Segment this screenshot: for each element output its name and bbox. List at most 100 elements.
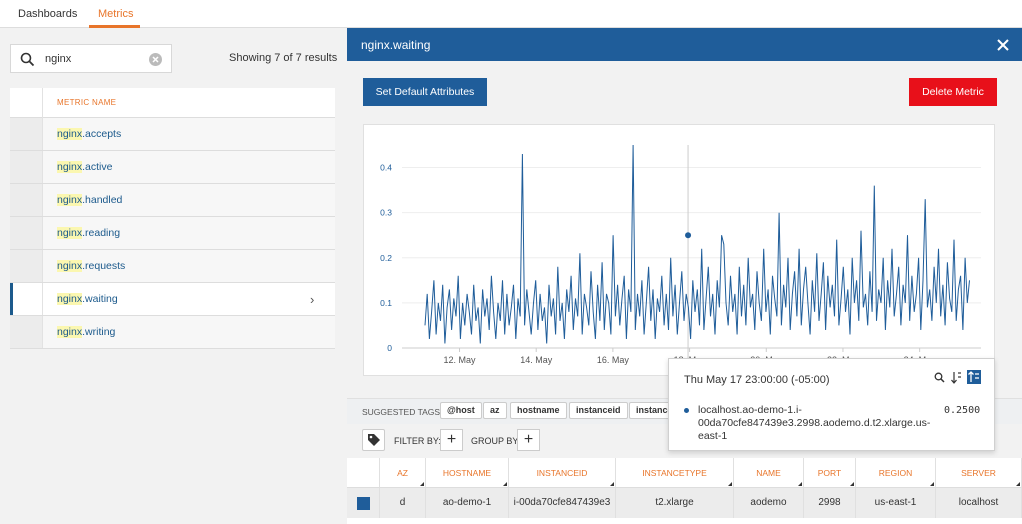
series-color-swatch[interactable] xyxy=(357,497,370,510)
column-header-instanceid[interactable]: INSTANCEID xyxy=(509,458,616,488)
results-count: Showing 7 of 7 results xyxy=(229,52,338,64)
add-group-button[interactable]: + xyxy=(517,429,540,451)
metric-row[interactable]: nginx.accepts xyxy=(10,118,335,151)
tag-chip-az[interactable]: az xyxy=(483,402,507,419)
table-cell-port: 2998 xyxy=(804,488,856,518)
detail-title: nginx.waiting xyxy=(361,38,431,52)
metric-list-panel: nginx Showing 7 of 7 results METRIC NAME… xyxy=(0,29,347,524)
table-cell-instanceid: i-00da70cfe847439e3 xyxy=(509,488,616,518)
tag-chip-host[interactable]: @host xyxy=(440,402,482,419)
metric-row-gutter xyxy=(10,151,43,183)
zoom-icon[interactable] xyxy=(934,372,945,383)
series-line[interactable] xyxy=(424,144,970,344)
metric-table: METRIC NAME nginx.accepts nginx.active ngi… xyxy=(10,88,335,349)
tooltip-series-value: 0.2500 xyxy=(944,405,981,416)
source-table: AZ HOSTNAME INSTANCEID INSTANCETYPE NAME… xyxy=(347,458,1022,524)
metric-name[interactable]: nginx.requests xyxy=(57,260,125,272)
search-match-highlight: nginx xyxy=(57,260,83,272)
sort-descending-icon[interactable] xyxy=(967,370,981,384)
search-input[interactable]: nginx xyxy=(10,44,172,73)
metric-name-suffix: .handled xyxy=(82,194,123,206)
x-tick-label: 12. May xyxy=(444,355,477,365)
tab-metrics[interactable]: Metrics xyxy=(98,8,134,20)
metric-name-suffix: .active xyxy=(82,161,113,173)
tooltip-date: Thu May 17 23:00:00 (-05:00) xyxy=(684,374,830,386)
column-header-az[interactable]: AZ xyxy=(380,458,426,488)
column-header-port[interactable]: PORT xyxy=(804,458,856,488)
y-tick-label: 0.4 xyxy=(380,163,392,173)
x-tick-label: 16. May xyxy=(597,355,630,365)
clear-search-icon[interactable] xyxy=(149,53,162,66)
table-cell-hostname: ao-demo-1 xyxy=(426,488,509,518)
table-cell-name: aodemo xyxy=(734,488,804,518)
metric-name[interactable]: nginx.reading xyxy=(57,227,120,239)
metric-name[interactable]: nginx.waiting xyxy=(57,293,118,305)
metric-row-gutter xyxy=(10,118,43,150)
x-tick-label: 14. May xyxy=(520,355,553,365)
metric-name[interactable]: nginx.handled xyxy=(57,194,122,206)
suggested-tags-label: SUGGESTED TAGS: xyxy=(362,407,443,417)
sort-ascending-icon[interactable] xyxy=(951,371,962,384)
y-tick-label: 0 xyxy=(387,343,392,353)
column-header-name[interactable]: NAME xyxy=(734,458,804,488)
tag-chip-instanceid[interactable]: instanceid xyxy=(569,402,628,419)
chevron-right-icon[interactable]: › xyxy=(310,292,315,307)
table-cell-server: localhost xyxy=(936,488,1022,518)
tag-icon xyxy=(367,434,380,446)
metric-row-gutter xyxy=(10,283,43,315)
metric-row[interactable]: nginx.active xyxy=(10,151,335,184)
metric-row[interactable]: nginx.requests xyxy=(10,250,335,283)
detail-header: nginx.waiting xyxy=(347,28,1022,61)
top-nav: Dashboards Metrics xyxy=(0,0,1022,28)
filter-by-label: FILTER BY: xyxy=(394,436,441,446)
close-icon[interactable] xyxy=(997,39,1009,51)
row-color-swatch-cell[interactable] xyxy=(347,488,380,518)
metric-name-suffix: .writing xyxy=(82,326,116,338)
table-cell-instancetype: t2.xlarge xyxy=(616,488,734,518)
metric-name-suffix: .requests xyxy=(82,260,126,272)
metric-name[interactable]: nginx.active xyxy=(57,161,112,173)
column-header-instancetype[interactable]: INSTANCETYPE xyxy=(616,458,734,488)
tooltip-series-name: localhost.ao-demo-1.i-00da70cfe847439e3.… xyxy=(698,404,931,442)
table-cell-region: us-east-1 xyxy=(856,488,936,518)
search-match-highlight: nginx xyxy=(57,293,83,305)
search-match-highlight: nginx xyxy=(57,326,83,338)
metric-row[interactable]: nginx.reading xyxy=(10,217,335,250)
metric-name-suffix: .accepts xyxy=(82,128,122,140)
search-match-highlight: nginx xyxy=(57,194,83,206)
table-cell-az: d xyxy=(380,488,426,518)
y-tick-label: 0.3 xyxy=(380,208,392,218)
column-header-hostname[interactable]: HOSTNAME xyxy=(426,458,509,488)
group-by-label: GROUP BY: xyxy=(471,436,521,446)
chart-tooltip: Thu May 17 23:00:00 (-05:00) localhost.a… xyxy=(668,358,995,451)
metric-row-gutter xyxy=(10,250,43,282)
metric-row[interactable]: nginx.handled xyxy=(10,184,335,217)
delete-metric-button[interactable]: Delete Metric xyxy=(909,78,997,106)
y-tick-label: 0.2 xyxy=(380,253,392,263)
tab-dashboards[interactable]: Dashboards xyxy=(18,8,78,20)
select-column-header xyxy=(347,458,380,488)
metric-table-header: METRIC NAME xyxy=(10,88,335,118)
column-header-server[interactable]: SERVER xyxy=(936,458,1022,488)
metric-name-suffix: .waiting xyxy=(82,293,118,305)
metric-row[interactable]: nginx.waiting › xyxy=(10,283,335,316)
y-tick-label: 0.1 xyxy=(380,298,392,308)
column-header-region[interactable]: REGION xyxy=(856,458,936,488)
metric-name-column-header[interactable]: METRIC NAME xyxy=(57,98,117,107)
metric-row[interactable]: nginx.writing xyxy=(10,316,335,349)
metric-name[interactable]: nginx.writing xyxy=(57,326,115,338)
search-value: nginx xyxy=(45,53,72,65)
search-icon xyxy=(20,52,35,67)
set-default-attributes-button[interactable]: Set Default Attributes xyxy=(363,78,487,106)
metric-row-gutter xyxy=(10,316,43,348)
hover-marker[interactable] xyxy=(685,232,692,239)
tag-chip-hostname[interactable]: hostname xyxy=(510,402,567,419)
active-tab-indicator xyxy=(89,25,140,28)
metric-row-gutter xyxy=(10,184,43,216)
metric-name[interactable]: nginx.accepts xyxy=(57,128,121,140)
tag-menu-button[interactable] xyxy=(362,429,385,451)
search-match-highlight: nginx xyxy=(57,128,83,140)
add-filter-button[interactable]: + xyxy=(440,429,463,451)
